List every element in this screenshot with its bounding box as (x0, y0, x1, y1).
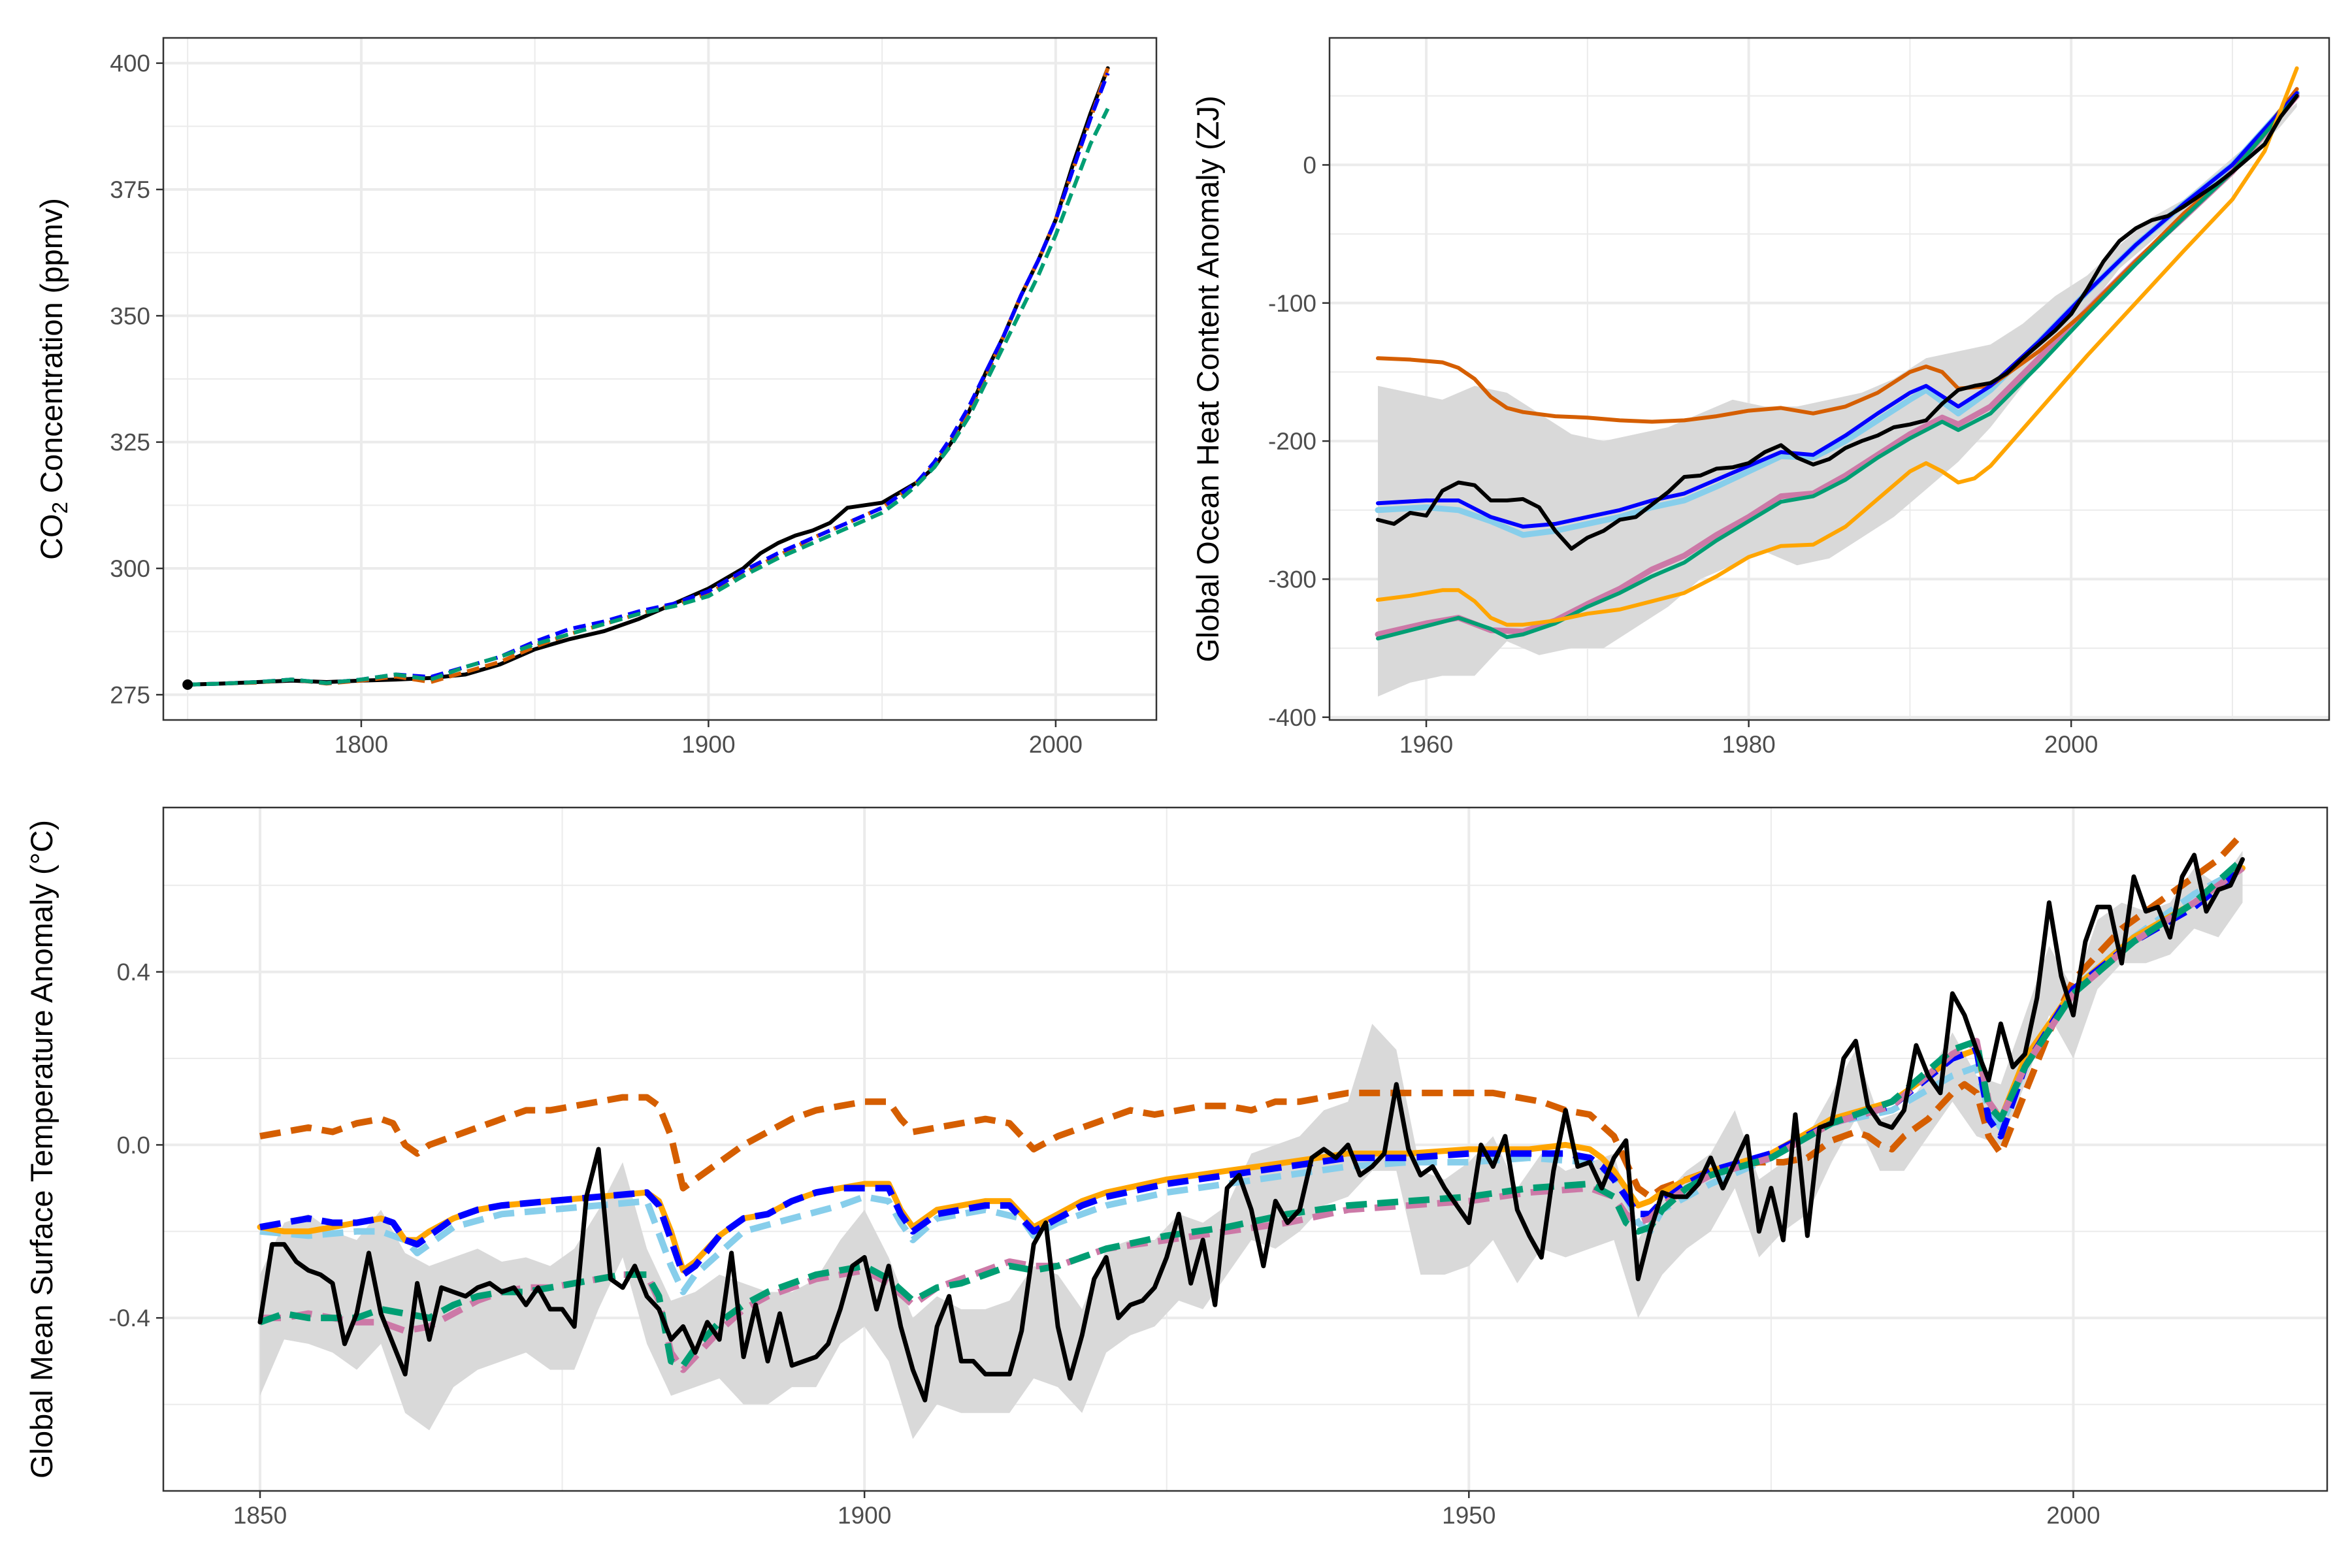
data-point (182, 679, 193, 690)
x-tick-label: 2000 (2046, 1502, 2100, 1529)
series-line-2 (259, 865, 2244, 1296)
y-axis-title-part: Concentration (ppmv) (34, 198, 69, 502)
y-tick-label: -400 (1268, 704, 1316, 731)
y-tick-label: -300 (1268, 566, 1316, 593)
x-tick-label: 1900 (838, 1502, 891, 1529)
y-tick-label: 275 (110, 681, 150, 708)
panel-border (162, 806, 2328, 1492)
y-tick-label: -200 (1268, 428, 1316, 455)
series-line-1 (259, 831, 2246, 1200)
y-axis-title: CO2 Concentration (ppmv) (34, 198, 72, 560)
series-line-4 (259, 865, 2245, 1278)
series-line-7 (257, 853, 2245, 1403)
plot-background (163, 808, 2327, 1491)
series-line-3 (1376, 87, 2299, 424)
co2-concentration-chart: 1800 1900 2000 275 300 325 350 375 400 CO2 Concen… (34, 37, 1158, 758)
y-tick-label: -100 (1268, 290, 1316, 317)
series-line-6 (1376, 66, 2299, 627)
series-line-5 (1376, 93, 2299, 641)
y-axis-title-part: CO (34, 514, 69, 560)
y-tick-label: 375 (110, 176, 150, 203)
x-tick-label: 1960 (1399, 731, 1453, 758)
plot-area (1375, 66, 2300, 697)
series-line-4 (188, 107, 1110, 687)
y-axis-title: Global Mean Surface Temperature Anomaly … (24, 820, 59, 1478)
x-tick-label: 2000 (2044, 731, 2098, 758)
x-tick-label: 1850 (233, 1502, 287, 1529)
y-tick-label: -0.4 (108, 1305, 150, 1331)
y-tick-label: 350 (110, 302, 150, 329)
y-axis-title-subscript: 2 (48, 502, 72, 514)
y-tick-label: 0 (1303, 152, 1316, 178)
y-tick-label: 325 (110, 429, 150, 456)
panel-border (162, 37, 1158, 721)
ocean-heat-content-chart: 1960 1980 2000 -400 -300 -200 -100 0 Global Ocea… (1190, 37, 2330, 758)
x-tick-label: 2000 (1029, 731, 1083, 758)
y-tick-label: 0.4 (117, 959, 150, 986)
plot-area (182, 66, 1110, 690)
x-tick-label: 1980 (1722, 731, 1775, 758)
series-line-7 (1376, 93, 2299, 551)
x-tick-label: 1900 (681, 731, 735, 758)
y-axis-title: Global Ocean Heat Content Anomaly (ZJ) (1190, 95, 1225, 662)
uncertainty-ribbon (260, 851, 2243, 1439)
panel-border (1328, 37, 2330, 721)
y-tick-label: 0.0 (117, 1132, 150, 1158)
x-tick-label: 1950 (1442, 1502, 1495, 1529)
y-tick-label: 300 (110, 555, 150, 582)
gridlines (163, 38, 1156, 720)
surface-temperature-chart: 1850 1900 1950 2000 -0.4 0.0 0.4 Global Mean Su… (24, 806, 2328, 1529)
uncertainty-ribbon (1378, 103, 2297, 697)
y-tick-label: 400 (110, 50, 150, 77)
plot-area (257, 831, 2246, 1439)
x-tick-label: 1800 (335, 731, 388, 758)
